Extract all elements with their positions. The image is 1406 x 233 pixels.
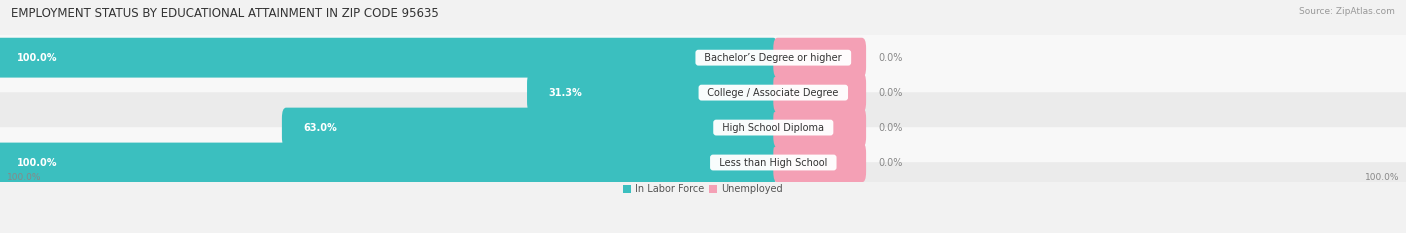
Text: College / Associate Degree: College / Associate Degree <box>702 88 845 98</box>
FancyBboxPatch shape <box>0 143 778 182</box>
FancyBboxPatch shape <box>773 38 866 78</box>
Text: 0.0%: 0.0% <box>879 158 903 168</box>
Text: 100.0%: 100.0% <box>17 53 58 63</box>
FancyBboxPatch shape <box>0 58 1406 127</box>
Text: High School Diploma: High School Diploma <box>716 123 831 133</box>
Text: 0.0%: 0.0% <box>879 88 903 98</box>
Text: 100.0%: 100.0% <box>7 173 42 182</box>
Text: Less than High School: Less than High School <box>713 158 834 168</box>
FancyBboxPatch shape <box>773 143 866 182</box>
FancyBboxPatch shape <box>773 73 866 113</box>
Legend: In Labor Force, Unemployed: In Labor Force, Unemployed <box>623 185 783 195</box>
Text: Source: ZipAtlas.com: Source: ZipAtlas.com <box>1299 7 1395 16</box>
FancyBboxPatch shape <box>283 108 778 147</box>
FancyBboxPatch shape <box>0 93 1406 162</box>
FancyBboxPatch shape <box>0 128 1406 197</box>
Text: 63.0%: 63.0% <box>304 123 337 133</box>
Text: 100.0%: 100.0% <box>1364 173 1399 182</box>
Text: 100.0%: 100.0% <box>17 158 58 168</box>
FancyBboxPatch shape <box>0 23 1406 92</box>
FancyBboxPatch shape <box>527 73 778 113</box>
Text: Bachelor’s Degree or higher: Bachelor’s Degree or higher <box>699 53 848 63</box>
Text: 0.0%: 0.0% <box>879 53 903 63</box>
FancyBboxPatch shape <box>773 108 866 147</box>
Text: 31.3%: 31.3% <box>548 88 582 98</box>
FancyBboxPatch shape <box>0 38 778 78</box>
Text: EMPLOYMENT STATUS BY EDUCATIONAL ATTAINMENT IN ZIP CODE 95635: EMPLOYMENT STATUS BY EDUCATIONAL ATTAINM… <box>11 7 439 20</box>
Text: 0.0%: 0.0% <box>879 123 903 133</box>
